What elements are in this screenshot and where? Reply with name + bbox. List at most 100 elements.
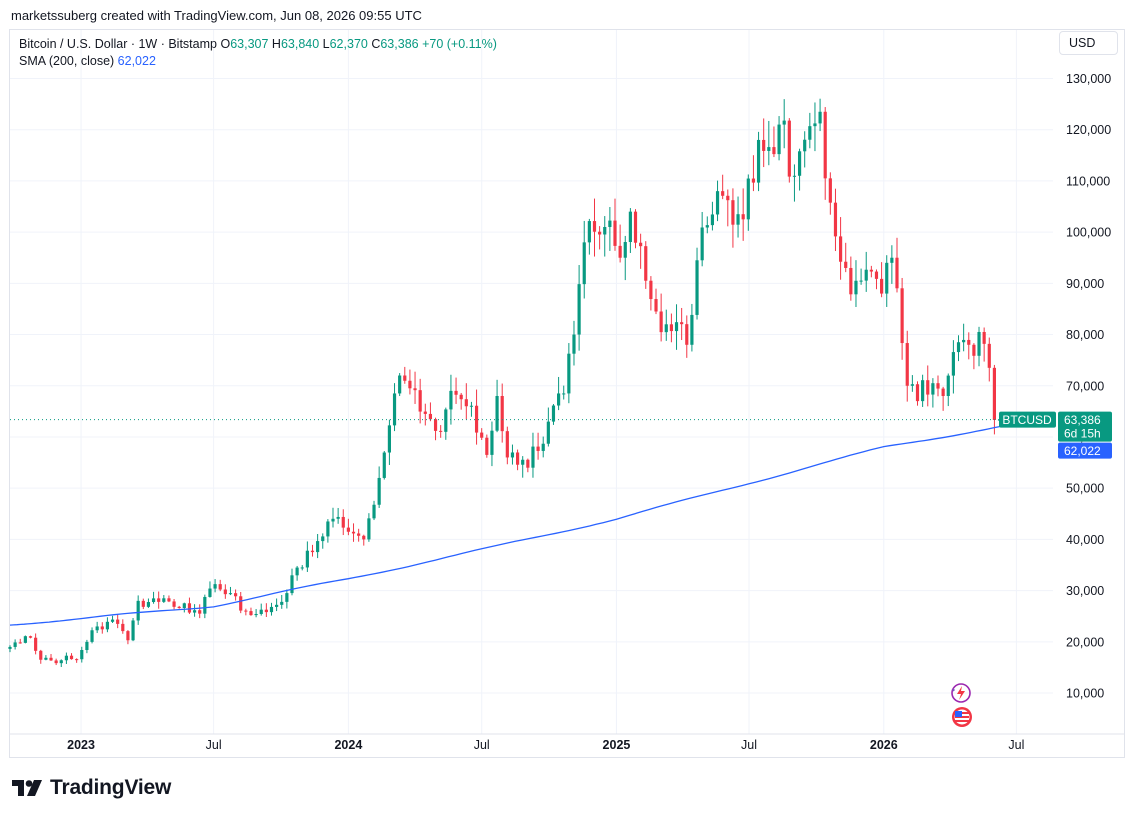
candle-down xyxy=(454,390,458,395)
candle-down xyxy=(18,642,22,644)
candle-down xyxy=(669,324,673,332)
candle-up xyxy=(782,120,786,125)
candle-up xyxy=(259,609,263,614)
candle-down xyxy=(177,606,181,609)
candle-up xyxy=(664,324,668,333)
sma-line[interactable] xyxy=(9,425,1000,626)
candle-down xyxy=(357,533,361,536)
price-badge-text: 63,386 xyxy=(1064,413,1101,427)
candle-up xyxy=(541,443,545,451)
candle-down xyxy=(485,437,489,455)
candle-up xyxy=(377,477,381,505)
candle-down xyxy=(362,535,366,540)
candle-up xyxy=(192,610,197,613)
candle-up xyxy=(710,214,715,226)
candle-down xyxy=(659,311,663,333)
candle-up xyxy=(90,630,94,642)
candle-down xyxy=(880,278,884,294)
x-tick-label: 2025 xyxy=(603,738,631,752)
candle-up xyxy=(962,339,966,343)
candle-up xyxy=(695,260,699,315)
candle-down xyxy=(905,343,909,386)
y-tick-label: 130,000 xyxy=(1066,72,1111,86)
candle-up xyxy=(208,588,212,597)
low-value: 62,370 xyxy=(329,37,368,51)
candle-up xyxy=(305,550,309,568)
candle-down xyxy=(915,384,920,402)
candle-up xyxy=(690,314,694,345)
candle-down xyxy=(900,288,904,344)
candle-up xyxy=(44,657,48,660)
chart-frame xyxy=(9,29,1125,758)
candle-down xyxy=(239,596,243,611)
candle-up xyxy=(813,123,817,127)
candle-up xyxy=(921,380,925,402)
candle-up xyxy=(946,375,950,396)
candle-down xyxy=(751,178,756,183)
y-tick-label: 110,000 xyxy=(1066,174,1110,188)
candle-up xyxy=(321,536,325,542)
sma-value: 62,022 xyxy=(117,54,156,68)
candle-down xyxy=(515,452,520,465)
candle-up xyxy=(449,390,453,410)
candle-down xyxy=(833,202,838,237)
candle-up xyxy=(854,280,858,295)
candle-up xyxy=(490,430,494,455)
y-tick-label: 100,000 xyxy=(1066,226,1111,240)
candle-up xyxy=(859,280,863,282)
candle-up xyxy=(557,393,561,406)
candle-down xyxy=(741,214,745,220)
candle-up xyxy=(326,521,330,537)
candle-down xyxy=(941,388,945,396)
lightning-icon[interactable] xyxy=(949,682,971,704)
candle-down xyxy=(157,598,161,602)
candle-down xyxy=(28,636,33,638)
candle-down xyxy=(536,446,540,451)
candle-down xyxy=(874,271,879,279)
candle-up xyxy=(577,284,581,335)
candle-down xyxy=(223,589,227,595)
candle-up xyxy=(910,384,914,386)
candle-down xyxy=(439,430,443,432)
candle-up xyxy=(146,602,151,607)
candle-up xyxy=(977,331,981,356)
sma-badge-text: 62,022 xyxy=(1064,444,1101,458)
change-value: +70 (+0.11%) xyxy=(422,37,497,51)
tradingview-logo[interactable]: TradingView xyxy=(12,776,171,800)
candle-down xyxy=(926,380,930,395)
candle-up xyxy=(13,642,17,647)
candle-up xyxy=(587,221,591,243)
candle-up xyxy=(864,269,868,281)
high-label: H xyxy=(271,37,281,51)
candle-up xyxy=(213,584,217,589)
x-tick-label: Jul xyxy=(206,738,222,752)
candle-up xyxy=(8,646,12,649)
candle-up xyxy=(290,575,294,594)
candle-up xyxy=(331,518,335,522)
candle-down xyxy=(234,593,238,597)
brand-name: TradingView xyxy=(50,776,172,799)
candle-down xyxy=(249,611,253,616)
candle-down xyxy=(823,111,827,179)
sma-legend-row[interactable]: SMA (200, close) 62,022 xyxy=(19,53,497,70)
candle-up xyxy=(582,242,586,285)
candle-down xyxy=(172,601,176,607)
candle-up xyxy=(756,139,761,183)
candle-down xyxy=(526,459,530,468)
candle-up xyxy=(300,567,304,569)
candle-up xyxy=(367,518,371,540)
symbol-badge-text: BTCUSD xyxy=(1002,413,1052,427)
candle-down xyxy=(310,550,315,553)
candle-down xyxy=(680,322,684,325)
symbol-description[interactable]: Bitcoin / U.S. Dollar · 1W · Bitstamp xyxy=(19,37,217,51)
candle-down xyxy=(459,394,463,400)
candle-up xyxy=(151,598,156,603)
candle-down xyxy=(423,411,427,414)
candle-down xyxy=(167,598,171,602)
us-flag-economic-events-icon[interactable] xyxy=(951,706,973,728)
candle-down xyxy=(474,405,479,433)
currency-button[interactable]: USD xyxy=(1059,31,1118,55)
candle-down xyxy=(987,343,991,368)
candle-down xyxy=(787,120,791,177)
